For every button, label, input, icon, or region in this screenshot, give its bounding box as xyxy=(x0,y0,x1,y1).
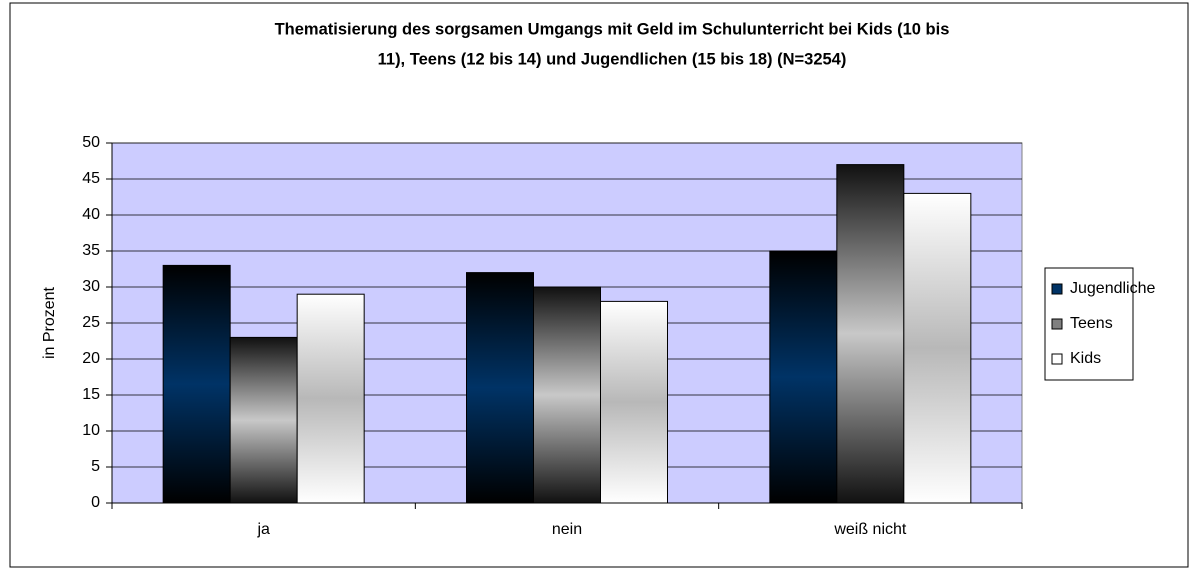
y-tick-label: 15 xyxy=(82,386,100,403)
legend-label: Jugendliche xyxy=(1070,280,1156,297)
y-tick-label: 20 xyxy=(82,350,100,367)
legend-label: Teens xyxy=(1070,315,1113,332)
y-tick-label: 50 xyxy=(82,134,100,151)
legend-label: Kids xyxy=(1070,350,1101,367)
x-tick-label: ja xyxy=(256,521,270,538)
legend-swatch xyxy=(1051,353,1063,365)
y-tick-label: 45 xyxy=(82,170,100,187)
bar xyxy=(229,336,298,504)
bar xyxy=(769,250,838,504)
bar xyxy=(466,272,534,504)
y-tick-label: 5 xyxy=(91,458,100,475)
y-tick-label: 25 xyxy=(82,314,100,331)
y-tick-label: 0 xyxy=(91,494,100,511)
y-tick-label: 30 xyxy=(82,278,100,295)
legend-swatch xyxy=(1051,318,1063,330)
bar xyxy=(903,192,972,504)
bar xyxy=(296,293,365,504)
chart-title: 11), Teens (12 bis 14) und Jugendlichen … xyxy=(378,50,847,68)
y-tick-label: 35 xyxy=(82,242,100,259)
y-tick-label: 40 xyxy=(82,206,100,223)
bar xyxy=(533,286,601,504)
y-tick-label: 10 xyxy=(82,422,100,439)
bar xyxy=(836,164,905,504)
bar xyxy=(600,300,668,504)
chart-title: Thematisierung des sorgsamen Umgangs mit… xyxy=(275,20,950,38)
x-tick-label: nein xyxy=(552,521,582,538)
y-axis-label: in Prozent xyxy=(41,286,58,359)
legend-swatch xyxy=(1051,283,1063,295)
bar xyxy=(162,264,231,504)
x-tick-label: weiß nicht xyxy=(833,521,907,538)
